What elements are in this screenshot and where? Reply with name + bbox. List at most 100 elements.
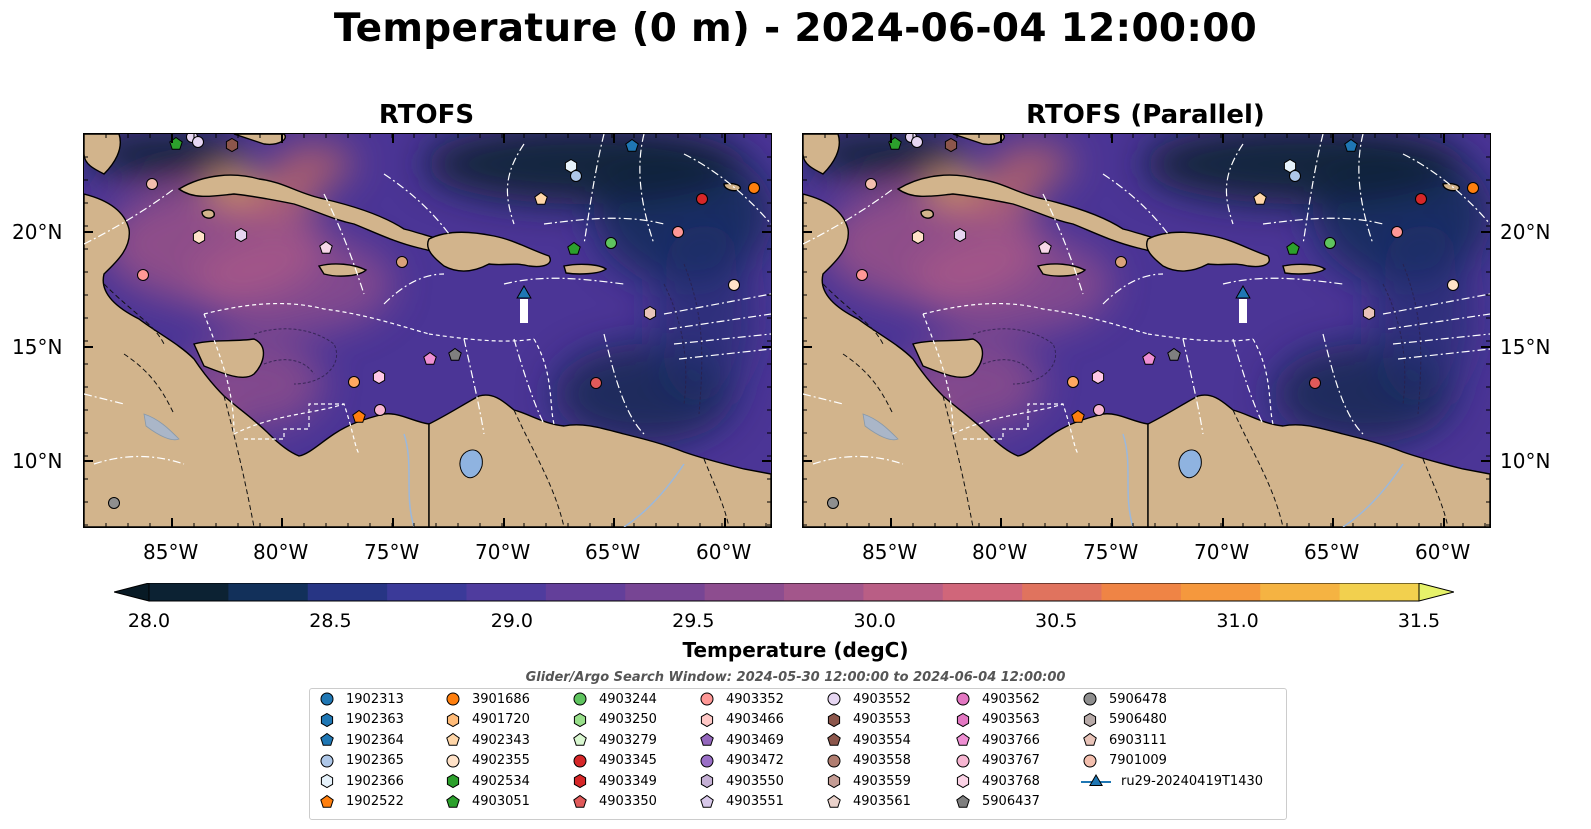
colorbar-segment (1260, 583, 1341, 601)
argo-float-marker (953, 227, 967, 243)
legend-item: 3901686 (444, 690, 530, 708)
legend-item: 1902313 (318, 690, 404, 708)
legend-item: 4903561 (825, 793, 911, 811)
lon-label-70w-2: 70°W (1194, 540, 1250, 564)
legend-label: 5906478 (1109, 691, 1167, 707)
legend-marker-icon (827, 712, 841, 727)
colorbar-segment (466, 583, 547, 601)
legend-item: 4903051 (444, 793, 530, 811)
colorbar-segment (1339, 583, 1420, 601)
map-canvas (803, 134, 1490, 527)
legend-marker-icon (827, 754, 841, 767)
lat-label-15n-right: 15°N (1500, 335, 1551, 359)
argo-float-marker (1286, 241, 1300, 255)
argo-float-marker (1309, 377, 1321, 389)
legend-marker-icon (956, 754, 970, 767)
legend-item: 1902522 (318, 793, 404, 811)
lon-label-85w: 85°W (143, 540, 199, 564)
lon-label-65w: 65°W (585, 540, 641, 564)
lon-label-65w-2: 65°W (1304, 540, 1360, 564)
colorbar-segment (1101, 583, 1182, 601)
legend-label: 6903111 (1109, 732, 1167, 748)
map-panel-rtofs (83, 133, 772, 528)
argo-float-marker (827, 497, 839, 509)
lon-label-80w: 80°W (253, 540, 309, 564)
argo-float-marker (1289, 170, 1301, 182)
argo-float-marker (1362, 305, 1376, 321)
lon-label-60w-2: 60°W (1415, 540, 1471, 564)
legend-label: 4903562 (982, 691, 1040, 707)
legend-label: 1902366 (346, 773, 404, 789)
legend-item: 4902534 (444, 772, 530, 790)
argo-float-marker (1391, 226, 1403, 238)
legend-marker-icon (1083, 732, 1097, 746)
argo-float-marker (396, 256, 408, 268)
argo-float-marker (146, 178, 158, 190)
glider-track (520, 299, 528, 323)
argo-float-marker (374, 404, 386, 416)
argo-float-marker (865, 178, 877, 190)
colorbar-tick-label: 31.0 (1216, 610, 1259, 632)
argo-float-marker (319, 240, 333, 254)
argo-float-marker (423, 351, 437, 365)
legend-label: 4903553 (853, 712, 911, 727)
legend-label: 4903279 (599, 732, 657, 748)
lon-label-75w: 75°W (364, 540, 420, 564)
argo-float-marker (192, 229, 206, 245)
lat-label-10n: 10°N (12, 449, 63, 473)
legend-label: 4903558 (853, 753, 911, 768)
argo-float-marker (911, 136, 923, 148)
colorbar-segment (149, 583, 229, 601)
legend-label: 4902343 (472, 732, 530, 748)
argo-float-marker (1447, 279, 1459, 291)
lat-label-20n: 20°N (12, 220, 63, 244)
colorbar-tick-label: 29.0 (490, 610, 533, 632)
panel-title-rtofs: RTOFS (378, 100, 475, 130)
legend-item: 4903768 (954, 772, 1040, 790)
legend-marker-icon (956, 732, 970, 746)
legend-item: 4903345 (571, 752, 657, 770)
colorbar-tick-label: 30.0 (853, 610, 896, 632)
search-window-note: Glider/Argo Search Window: 2024-05-30 12… (525, 670, 1066, 685)
argo-float-marker (605, 237, 617, 249)
argo-float-marker (856, 269, 868, 281)
legend-label: 5906480 (1109, 712, 1167, 727)
legend-item: 4903767 (954, 752, 1040, 770)
argo-float-marker (1091, 369, 1105, 385)
map-panel-rtofs-parallel (802, 133, 1491, 528)
legend-item: 4903352 (698, 690, 784, 708)
legend-marker-icon (320, 712, 334, 727)
colorbar-segment (625, 583, 706, 601)
argo-float-marker (696, 193, 708, 205)
argo-float-marker (448, 347, 462, 361)
legend-label: 4903469 (726, 732, 784, 748)
legend-item: 4903350 (571, 793, 657, 811)
lat-label-10n-right: 10°N (1500, 449, 1551, 473)
legend-label: 4903352 (726, 691, 784, 707)
legend-item: 1902363 (318, 711, 404, 729)
legend-marker-icon (956, 712, 970, 727)
legend-label: 4901720 (472, 712, 530, 727)
legend-item: 1902364 (318, 731, 404, 749)
legend-item: 4903551 (698, 793, 784, 811)
legend-label: 4903550 (726, 773, 784, 789)
legend-label: 1902313 (346, 691, 404, 707)
legend-item: 4903562 (954, 690, 1040, 708)
legend-marker-icon (1083, 754, 1097, 767)
legend-marker-icon (827, 732, 841, 746)
colorbar-segment (784, 583, 864, 601)
colorbar-segment (942, 583, 1023, 601)
argo-float-marker (1344, 138, 1358, 152)
legend-label: 3901686 (472, 691, 530, 707)
colorbar-tick-label: 31.5 (1397, 610, 1441, 632)
argo-float-marker (590, 377, 602, 389)
legend-item: 4903349 (571, 772, 657, 790)
colorbar-segment (387, 583, 467, 601)
legend-marker-icon (700, 794, 714, 808)
legend-item: 4903244 (571, 690, 657, 708)
legend-marker-icon (320, 692, 334, 706)
legend-item: 6903111 (1081, 731, 1167, 749)
legend-marker-icon (320, 754, 334, 767)
legend-label: 4903554 (853, 732, 911, 748)
legend-item: 1902366 (318, 772, 404, 790)
